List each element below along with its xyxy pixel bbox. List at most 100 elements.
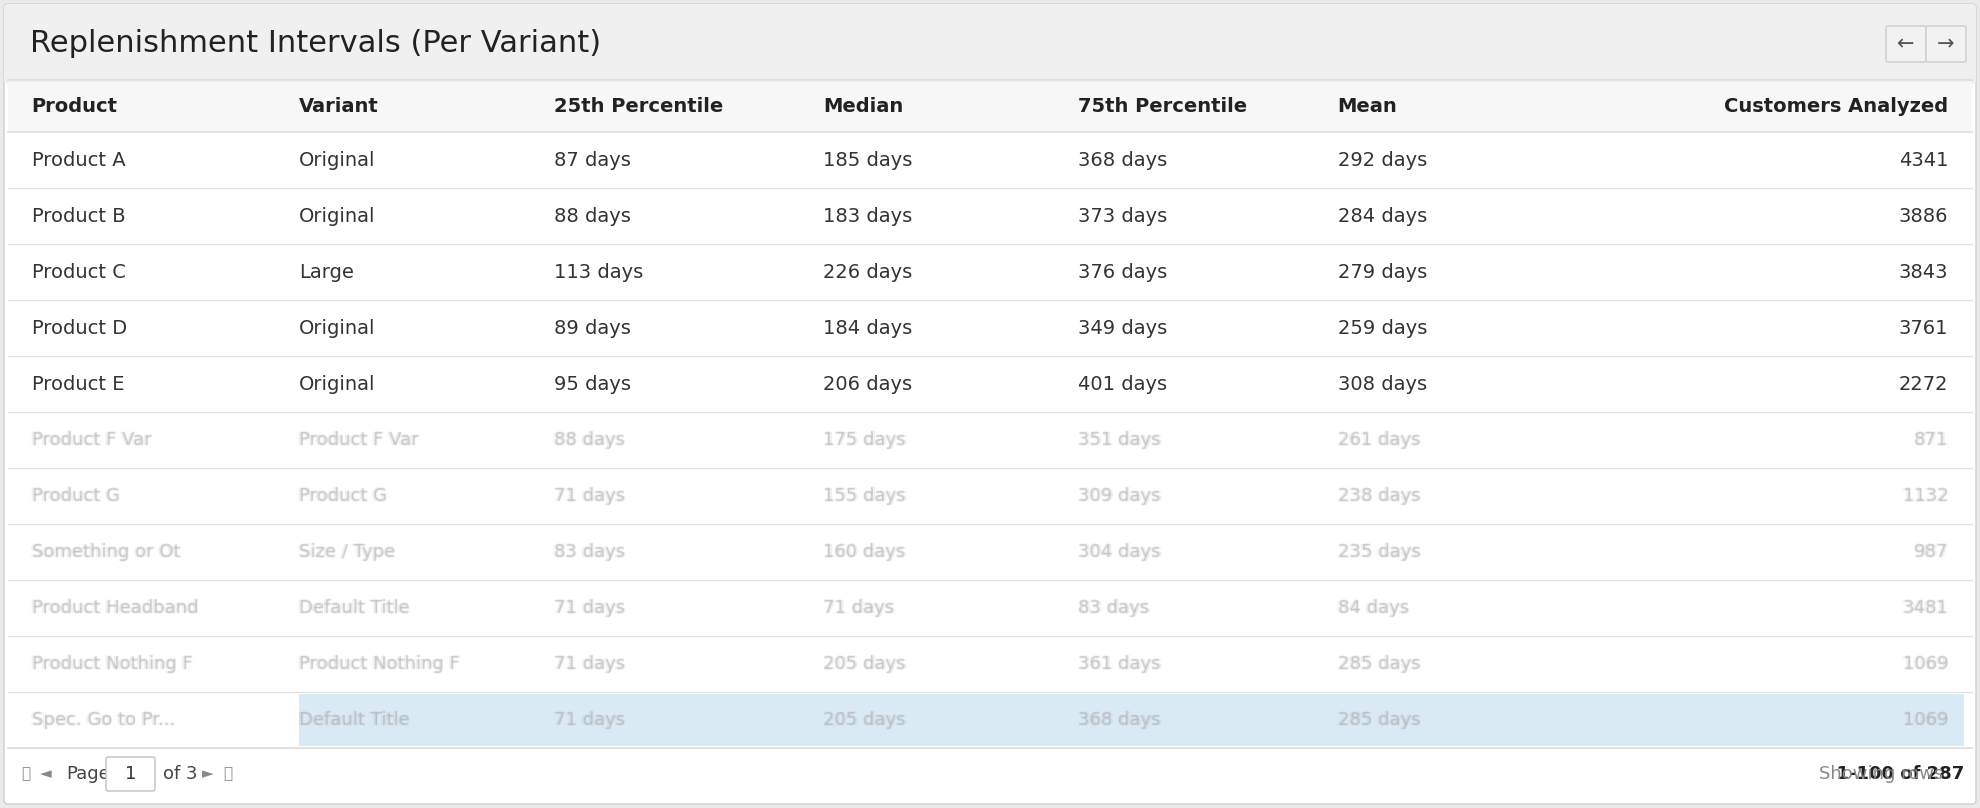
- Text: 238 days: 238 days: [1336, 487, 1420, 505]
- Text: 871: 871: [1915, 430, 1948, 448]
- Text: 175 days: 175 days: [824, 432, 905, 450]
- Text: 25th Percentile: 25th Percentile: [554, 96, 723, 116]
- Text: Product G: Product G: [32, 487, 119, 505]
- Text: 205 days: 205 days: [824, 654, 905, 671]
- Text: Something or Ot: Something or Ot: [32, 543, 180, 561]
- Text: 71 days: 71 days: [554, 712, 626, 730]
- Text: Default Title: Default Title: [299, 599, 410, 617]
- Text: Product Headband: Product Headband: [32, 600, 198, 618]
- Text: 71 days: 71 days: [552, 487, 624, 505]
- Text: 1069: 1069: [1903, 655, 1948, 673]
- Text: 71 days: 71 days: [556, 711, 626, 729]
- Text: 206 days: 206 days: [824, 374, 913, 393]
- Text: 304 days: 304 days: [1079, 542, 1160, 560]
- Text: 175 days: 175 days: [824, 431, 905, 449]
- Text: 1069: 1069: [1905, 655, 1950, 673]
- Text: 279 days: 279 days: [1338, 263, 1428, 281]
- Text: 71 days: 71 days: [554, 656, 626, 674]
- Text: 88 days: 88 days: [552, 431, 624, 449]
- Text: 87 days: 87 days: [554, 150, 632, 170]
- Text: 175 days: 175 days: [824, 431, 907, 449]
- Text: 284 days: 284 days: [1338, 207, 1428, 225]
- Text: Showing rows: Showing rows: [1820, 765, 1944, 783]
- Text: 71 days: 71 days: [824, 600, 895, 618]
- Text: Product G: Product G: [299, 488, 386, 506]
- Text: 261 days: 261 days: [1338, 430, 1420, 448]
- Text: 71 days: 71 days: [824, 598, 895, 616]
- Text: 238 days: 238 days: [1338, 486, 1420, 504]
- Text: Spec. Go to Pr...: Spec. Go to Pr...: [30, 711, 174, 729]
- Text: Something or Ot: Something or Ot: [32, 542, 180, 560]
- Text: 1069: 1069: [1901, 655, 1946, 673]
- Text: 113 days: 113 days: [554, 263, 644, 281]
- Text: 71 days: 71 days: [554, 598, 626, 616]
- Text: 285 days: 285 days: [1338, 711, 1420, 729]
- Text: 83 days: 83 days: [1079, 600, 1150, 618]
- Text: 71 days: 71 days: [824, 599, 895, 617]
- Text: Product Nothing F: Product Nothing F: [297, 655, 457, 673]
- Text: Product F Var: Product F Var: [299, 430, 418, 448]
- Text: Default Title: Default Title: [301, 599, 410, 617]
- Text: Spec. Go to Pr...: Spec. Go to Pr...: [32, 711, 174, 729]
- Text: Size / Type: Size / Type: [297, 543, 394, 561]
- Text: 368 days: 368 days: [1079, 712, 1160, 730]
- Text: 226 days: 226 days: [824, 263, 913, 281]
- Text: Spec. Go to Pr...: Spec. Go to Pr...: [32, 709, 174, 728]
- Text: Spec. Go to Pr...: Spec. Go to Pr...: [32, 712, 174, 730]
- Text: 71 days: 71 days: [554, 487, 626, 505]
- Text: Product Headband: Product Headband: [32, 599, 198, 617]
- Text: 71 days: 71 days: [556, 487, 626, 505]
- Text: 71 days: 71 days: [552, 599, 624, 617]
- Text: 238 days: 238 days: [1338, 487, 1422, 505]
- Text: 160 days: 160 days: [824, 542, 905, 560]
- Text: 1069: 1069: [1903, 712, 1948, 730]
- Text: 285 days: 285 days: [1338, 655, 1420, 673]
- Text: 4341: 4341: [1899, 150, 1948, 170]
- Text: 285 days: 285 days: [1338, 655, 1422, 673]
- Text: Variant: Variant: [299, 96, 378, 116]
- Text: 84 days: 84 days: [1338, 599, 1408, 617]
- Text: 2272: 2272: [1899, 374, 1948, 393]
- Text: 160 days: 160 days: [824, 545, 905, 562]
- Text: 1069: 1069: [1903, 711, 1948, 729]
- Text: of 3: of 3: [162, 765, 198, 783]
- Text: 84 days: 84 days: [1338, 600, 1408, 618]
- Text: 349 days: 349 days: [1079, 318, 1168, 338]
- Text: 261 days: 261 days: [1338, 432, 1420, 450]
- Text: 3843: 3843: [1899, 263, 1948, 281]
- FancyBboxPatch shape: [107, 757, 154, 791]
- Text: 71 days: 71 days: [554, 711, 626, 729]
- FancyBboxPatch shape: [1927, 26, 1966, 62]
- Text: Size / Type: Size / Type: [301, 543, 396, 561]
- Text: 309 days: 309 days: [1079, 486, 1160, 504]
- Text: 285 days: 285 days: [1338, 711, 1422, 729]
- Text: 3481: 3481: [1905, 599, 1950, 617]
- Text: 235 days: 235 days: [1338, 543, 1422, 561]
- Text: 309 days: 309 days: [1079, 487, 1162, 505]
- Text: Product F Var: Product F Var: [30, 431, 150, 449]
- Text: Product Headband: Product Headband: [32, 598, 198, 616]
- Text: 184 days: 184 days: [824, 318, 913, 338]
- Text: 205 days: 205 days: [824, 655, 907, 673]
- Text: 259 days: 259 days: [1338, 318, 1428, 338]
- Text: 71 days: 71 days: [556, 655, 626, 673]
- Text: ⏮: ⏮: [22, 767, 30, 781]
- Text: 368 days: 368 days: [1079, 150, 1168, 170]
- Text: →: →: [1936, 34, 1954, 54]
- Text: 285 days: 285 days: [1338, 656, 1420, 674]
- Text: 205 days: 205 days: [822, 711, 905, 729]
- Text: 71 days: 71 days: [824, 599, 895, 617]
- Text: 71 days: 71 days: [554, 654, 626, 671]
- Text: 361 days: 361 days: [1079, 655, 1162, 673]
- Text: 1069: 1069: [1903, 656, 1948, 674]
- Text: 3481: 3481: [1901, 599, 1946, 617]
- Text: 95 days: 95 days: [554, 374, 632, 393]
- Text: 205 days: 205 days: [824, 656, 905, 674]
- Text: 309 days: 309 days: [1079, 487, 1160, 505]
- Bar: [8, 70, 1972, 82]
- Text: 1069: 1069: [1903, 709, 1948, 728]
- Text: Size / Type: Size / Type: [299, 543, 394, 561]
- Text: 1132: 1132: [1903, 488, 1948, 506]
- Text: 304 days: 304 days: [1077, 543, 1160, 561]
- Text: 987: 987: [1913, 543, 1946, 561]
